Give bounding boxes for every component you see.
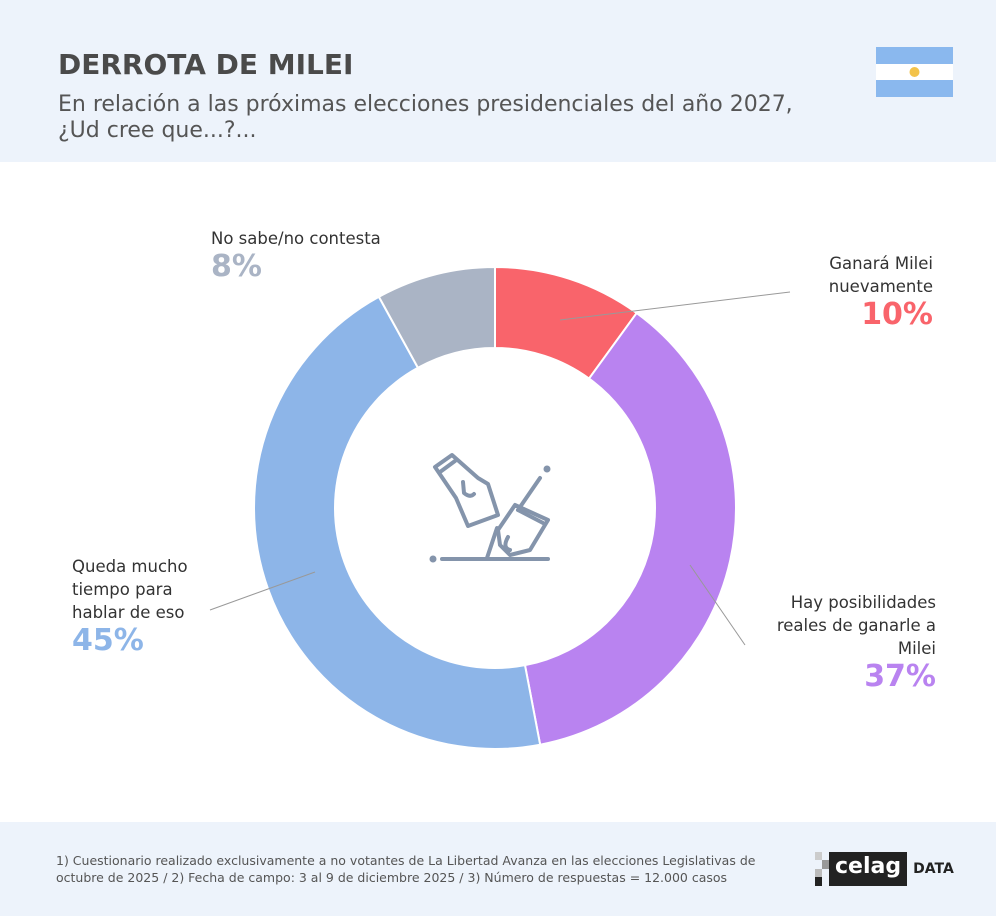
label-posibilidades: Hay posibilidades reales de ganarle a Mi… bbox=[776, 593, 936, 694]
donut-chart bbox=[209, 265, 791, 750]
ballot-box-voting-icon bbox=[429, 453, 551, 563]
label-nosabe: No sabe/no contesta 8% bbox=[211, 229, 381, 284]
donut-slice bbox=[523, 311, 737, 746]
celag-logo: celag DATA bbox=[815, 852, 954, 886]
page-subtitle: En relación a las próximas elecciones pr… bbox=[58, 92, 793, 143]
page-title: DERROTA DE MILEI bbox=[58, 48, 354, 81]
donut-slice bbox=[377, 265, 496, 370]
leader-line bbox=[209, 571, 316, 611]
label-ganara: Ganará Milei nuevamente 10% bbox=[828, 254, 933, 332]
header: DERROTA DE MILEI En relación a las próxi… bbox=[0, 0, 996, 162]
label-queda: Queda mucho tiempo para hablar de eso 45… bbox=[72, 557, 188, 658]
footnote: 1) Cuestionario realizado exclusivamente… bbox=[56, 853, 756, 885]
donut-slice bbox=[253, 295, 542, 750]
pixel-mark-icon bbox=[815, 852, 829, 886]
leader-line bbox=[559, 291, 791, 321]
argentina-flag-icon bbox=[876, 47, 953, 97]
leader-line bbox=[689, 564, 746, 646]
